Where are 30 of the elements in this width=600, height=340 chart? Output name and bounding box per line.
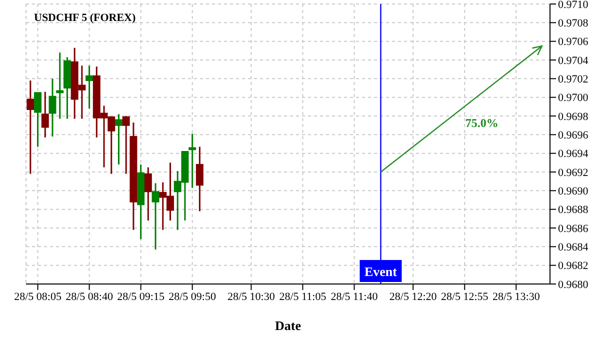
- y-tick-label: 0.9684: [558, 242, 589, 254]
- x-tick-label: 28/5 10:30: [228, 290, 276, 303]
- y-tick-label: 0.9680: [558, 278, 589, 291]
- ref-line-label: Event: [364, 264, 398, 279]
- text: USDCHF 5 (FOREX): [34, 12, 136, 24]
- y-tick-label: 0.9690: [558, 186, 589, 198]
- y-tick-label: 0.9682: [558, 260, 588, 272]
- y-tick-label: 0.9694: [558, 148, 589, 160]
- x-tick-label: 28/5 08:40: [66, 290, 114, 303]
- x-tick-label: 28/5 08:05: [14, 290, 62, 303]
- y-tick-label: 0.9688: [558, 204, 589, 216]
- x-axis-title: Date: [275, 318, 302, 333]
- y-tick-label: 0.9700: [558, 92, 589, 104]
- y-tick-label: 0.9706: [558, 36, 589, 48]
- x-tick-label: 28/5 12:55: [440, 290, 489, 303]
- x-tick-label: 28/5 13:30: [492, 290, 540, 303]
- y-tick-label: 0.9710: [558, 0, 589, 11]
- y-tick-label: 0.9708: [558, 18, 589, 30]
- x-tick-label: 28/5 09:50: [168, 290, 216, 303]
- x-tick-label: 28/5 12:20: [389, 290, 438, 303]
- y-tick-label: 0.9702: [558, 74, 588, 86]
- y-tick-label: 0.9698: [558, 110, 589, 123]
- y-tick-label: 0.9692: [558, 166, 588, 179]
- y-tick-label: 0.9704: [558, 54, 589, 67]
- annotation: 75.0%: [465, 116, 498, 130]
- x-tick-label: 28/5 09:15: [117, 290, 165, 303]
- x-tick-label: 28/5 11:05: [279, 290, 327, 303]
- y-tick-label: 0.9686: [558, 222, 589, 235]
- x-tick-label: 28/5 11:40: [330, 290, 378, 303]
- y-tick-label: 0.9696: [558, 130, 589, 142]
